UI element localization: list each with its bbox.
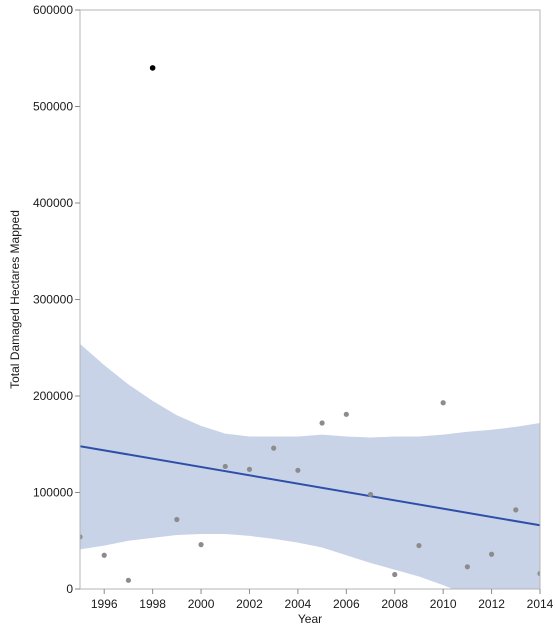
x-tick-label: 1998 [139, 597, 166, 611]
x-tick-label: 2014 [527, 597, 554, 611]
x-tick-label: 2010 [430, 597, 457, 611]
y-tick-label: 400000 [33, 196, 73, 210]
x-axis-title: Year [298, 612, 322, 626]
data-point[interactable] [416, 542, 422, 549]
x-tick-label: 2002 [236, 597, 263, 611]
x-tick-label: 1996 [91, 597, 118, 611]
y-axis-title: Total Damaged Hectares Mapped [8, 210, 22, 389]
data-point[interactable] [246, 466, 253, 472]
x-tick-label: 2006 [333, 597, 360, 611]
data-point[interactable] [392, 571, 398, 578]
data-point[interactable] [440, 400, 446, 406]
data-point[interactable] [101, 552, 107, 558]
x-tick-label: 2008 [381, 597, 408, 611]
x-tick-label: 2000 [188, 597, 215, 611]
data-point[interactable] [77, 534, 83, 540]
data-point[interactable] [198, 542, 204, 548]
data-point[interactable] [367, 491, 374, 498]
data-point[interactable] [488, 551, 495, 557]
data-point[interactable] [174, 516, 180, 523]
y-tick-label: 300000 [33, 293, 73, 307]
y-tick-label: 0 [66, 582, 73, 596]
data-point[interactable] [537, 570, 542, 577]
data-point[interactable] [295, 467, 301, 473]
confidence-band [80, 343, 540, 589]
data-point-highlighted[interactable] [149, 65, 156, 71]
x-tick-label: 2012 [478, 597, 505, 611]
fit-line [80, 445, 540, 527]
y-tick-label: 600000 [33, 3, 73, 17]
data-point[interactable] [319, 420, 325, 426]
data-point[interactable] [125, 577, 132, 583]
data-point[interactable] [464, 564, 470, 570]
y-axis-ticks: 0 100000 200000 300000 400000 500000 600000 [33, 3, 80, 596]
fit-line-layer [80, 445, 540, 527]
data-point[interactable] [513, 507, 519, 513]
data-point[interactable] [222, 463, 228, 470]
data-point[interactable] [271, 445, 277, 451]
x-tick-label: 2004 [285, 597, 312, 611]
x-axis-ticks: 1996 1998 2000 2002 2004 2006 2008 2010 2012 2014 [91, 589, 554, 611]
y-tick-label: 100000 [33, 486, 73, 500]
y-tick-label: 500000 [33, 100, 73, 114]
data-point[interactable] [343, 411, 349, 417]
confidence-band-layer [80, 343, 540, 589]
data-points-layer [77, 65, 542, 583]
y-tick-label: 200000 [33, 389, 73, 403]
